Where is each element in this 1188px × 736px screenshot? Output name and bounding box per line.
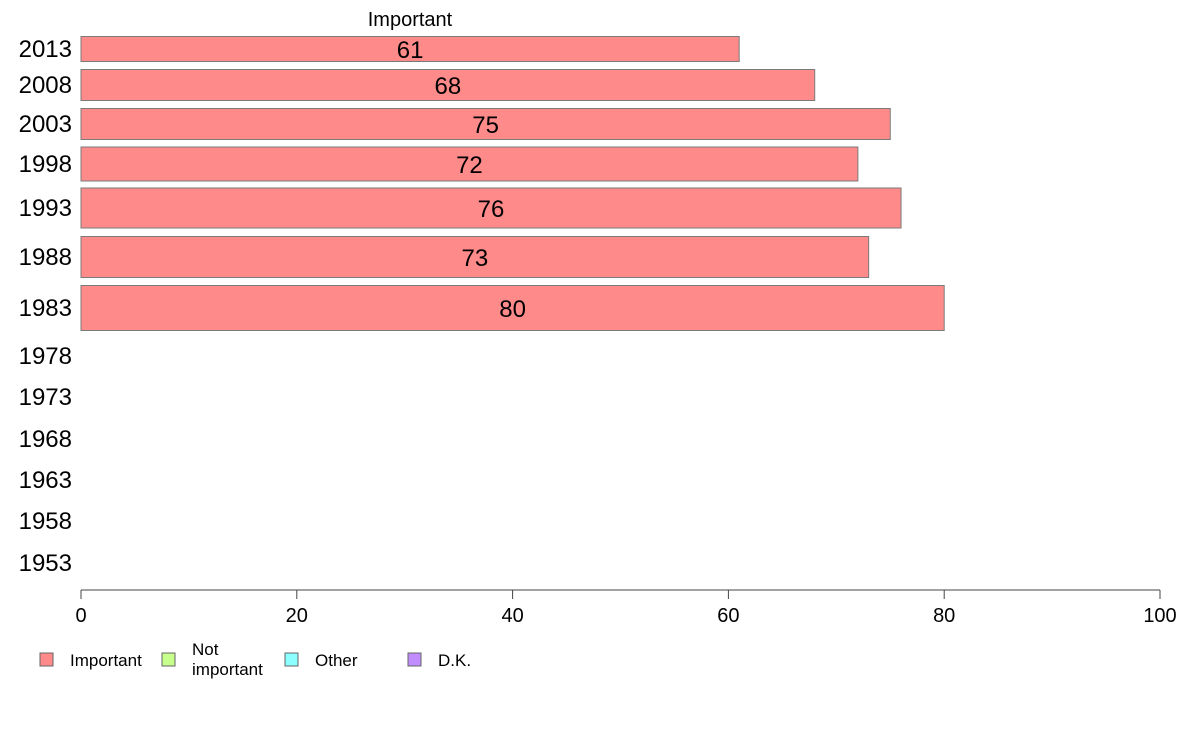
bar-value-label: 75 bbox=[472, 112, 499, 139]
year-label: 1973 bbox=[19, 384, 72, 411]
legend-label: D.K. bbox=[438, 651, 471, 670]
bar-value-label: 73 bbox=[461, 245, 488, 272]
legend-label: Important bbox=[70, 651, 142, 670]
x-tick-label: 40 bbox=[501, 605, 523, 627]
bar-value-label: 80 bbox=[499, 296, 526, 323]
legend-item: Other bbox=[284, 651, 358, 670]
year-label: 1958 bbox=[19, 508, 72, 535]
legend-label: important bbox=[192, 660, 263, 679]
year-label: 1983 bbox=[19, 295, 72, 322]
x-tick-label: 20 bbox=[286, 605, 308, 627]
legend-label: Not bbox=[192, 640, 219, 659]
legend-swatch bbox=[161, 652, 176, 667]
x-tick-label: 0 bbox=[75, 605, 86, 627]
bar-important-1998 bbox=[80, 146, 859, 182]
x-tick-label: 100 bbox=[1143, 605, 1176, 627]
year-label: 1993 bbox=[19, 195, 72, 222]
x-axis: 0 20 40 60 80 100 bbox=[75, 589, 1177, 627]
legend-label: Other bbox=[315, 651, 358, 670]
year-label: 2003 bbox=[19, 111, 72, 138]
x-tick-label: 60 bbox=[717, 605, 739, 627]
year-label: 1998 bbox=[19, 151, 72, 178]
bar-value-label: 68 bbox=[435, 73, 462, 100]
bar-important-2008 bbox=[80, 69, 816, 101]
bar-value-labels: 61 68 75 72 76 73 80 bbox=[397, 37, 526, 323]
year-label: 2008 bbox=[19, 72, 72, 99]
bar-value-label: 61 bbox=[397, 37, 424, 64]
bar-important-2003 bbox=[80, 108, 891, 140]
bar-important-1983 bbox=[80, 285, 945, 331]
year-label: 1988 bbox=[19, 244, 72, 271]
legend-swatch bbox=[39, 652, 54, 667]
year-labels: 2013 2008 2003 1998 1993 1988 1983 1978 1973 1968… bbox=[19, 36, 72, 577]
bar-value-label: 72 bbox=[456, 152, 483, 179]
year-label: 1968 bbox=[19, 426, 72, 453]
year-label: 2013 bbox=[19, 36, 72, 63]
bar-value-label: 76 bbox=[478, 196, 505, 223]
bar-important-1993 bbox=[80, 187, 902, 229]
year-label: 1963 bbox=[19, 467, 72, 494]
bar-important-2013 bbox=[80, 36, 740, 62]
bar-important-1988 bbox=[80, 236, 870, 278]
year-label: 1978 bbox=[19, 343, 72, 370]
column-header: Important bbox=[368, 9, 453, 31]
year-label: 1953 bbox=[19, 550, 72, 577]
legend-item: Important bbox=[39, 651, 142, 670]
legend-swatch bbox=[407, 652, 422, 667]
bars-group bbox=[80, 36, 945, 331]
legend-swatch bbox=[284, 652, 299, 667]
legend-item: D.K. bbox=[407, 651, 471, 670]
x-tick-label: 80 bbox=[933, 605, 955, 627]
